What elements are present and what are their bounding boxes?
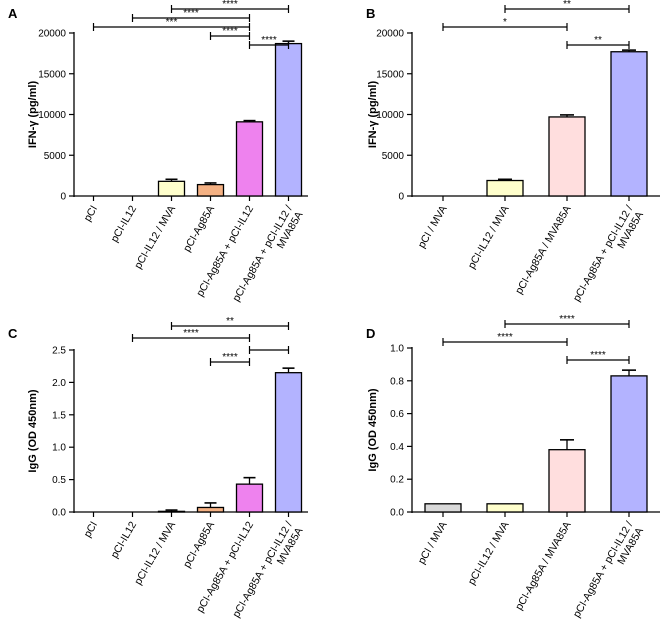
x-category-label: pCI-IL12 / MVA [466, 204, 512, 271]
bar [196, 183, 225, 197]
y-tick-label: 0 [60, 192, 66, 203]
y-tick-label: 1.0 [52, 443, 66, 454]
y-tick-label: 1.0 [390, 344, 404, 355]
significance-label: **** [222, 0, 238, 10]
bar [610, 375, 648, 513]
x-category-label-line: pCI / MVA [416, 520, 450, 567]
x-category-label-line: pCI-Ag85A [181, 204, 217, 254]
bar [235, 121, 264, 197]
y-tick-label: 0.0 [390, 508, 404, 519]
panel-a: A 0 5000 10000 15000 20000 IFN-γ (pg/ml) pCI pCI… [8, 0, 308, 304]
y-tick-label: 10000 [38, 110, 66, 121]
significance-label: **** [261, 35, 277, 46]
y-tick-label: 20000 [376, 29, 404, 40]
x-category-label-line: pCI-Ag85A + pCI-IL12 / [571, 519, 636, 619]
bar [157, 180, 186, 197]
y-tick-label: 0.5 [52, 475, 66, 486]
y-axis-title: IFN-γ (pg/ml) [27, 81, 39, 149]
panel-letter: C [8, 326, 18, 341]
y-tick-label: 1.5 [52, 410, 66, 421]
panel-d: D 0.0 0.2 0.4 0.6 0.8 1.0 IgG (OD 450nm) pCI / M… [366, 314, 660, 625]
significance-label: **** [222, 352, 238, 363]
panel-letter: D [366, 326, 375, 341]
x-category-label: pCI / MVA [416, 204, 450, 251]
bar [235, 483, 264, 513]
significance-label: **** [183, 328, 199, 339]
x-category-label-line: pCI [82, 520, 101, 540]
significance-label: **** [222, 26, 238, 37]
x-category-label: pCI-Ag85A [181, 520, 217, 570]
y-tick-label: 20000 [38, 29, 66, 40]
x-category-label-line: pCI-Ag85A + pCI-IL12 / [571, 203, 636, 303]
y-tick-label: 10000 [376, 110, 404, 121]
x-category-label-line: pCI-IL12 / MVA [132, 520, 178, 587]
x-category-label: pCI-Ag85A + pCI-IL12 /MVA85A [571, 519, 646, 625]
x-category-label-line: pCI-IL12 / MVA [132, 204, 178, 271]
bar [486, 503, 524, 513]
y-axis-title: IFN-γ (pg/ml) [367, 81, 379, 149]
x-category-label: pCI-IL12 / MVA [132, 204, 178, 271]
y-axis-title: IgG (OD 450nm) [27, 389, 39, 472]
y-tick-label: 2.0 [52, 378, 66, 389]
significance-label: *** [166, 17, 178, 28]
x-category-label-line: pCI / MVA [416, 204, 450, 251]
bar [274, 42, 303, 197]
y-axis-title: IgG (OD 450nm) [367, 388, 379, 471]
x-category-label-line: pCI-IL12 / MVA [466, 520, 512, 587]
bar [424, 503, 462, 513]
y-tick-label: 5000 [44, 151, 67, 162]
x-category-label: pCI-Ag85A + pCI-IL12 /MVA85A [571, 203, 646, 309]
panel-letter: A [8, 6, 18, 21]
x-category-label: pCI [82, 204, 101, 224]
panel-letter: B [366, 6, 375, 21]
x-category-label: pCI-IL12 [109, 519, 140, 560]
y-tick-label: 0.6 [390, 409, 404, 420]
x-category-label-line: pCI-IL12 / MVA [466, 204, 512, 271]
panel-c: C 0.0 0.5 1.0 1.5 2.0 2.5 IgG (OD 450nm) pCI pCI-… [8, 316, 308, 620]
y-tick-label: 2.5 [52, 346, 66, 357]
y-tick-label: 15000 [38, 69, 66, 80]
significance-label: **** [590, 350, 606, 361]
bar [548, 116, 586, 197]
significance-label: ** [226, 316, 234, 327]
significance-label: ** [594, 35, 602, 46]
x-category-label: pCI / MVA [416, 520, 450, 567]
bar [548, 449, 586, 513]
y-tick-label: 15000 [376, 69, 404, 80]
bar [486, 179, 524, 197]
x-category-label-line: pCI-IL12 [109, 519, 140, 560]
y-tick-label: 0.8 [390, 376, 404, 387]
significance-label: **** [559, 314, 575, 325]
y-tick-label: 0.2 [390, 475, 404, 486]
bar [157, 510, 186, 513]
x-category-label: pCI-IL12 / MVA [466, 520, 512, 587]
significance-label: **** [183, 8, 199, 19]
bar [196, 506, 225, 513]
x-category-label: pCI-IL12 / MVA [132, 520, 178, 587]
x-category-label-line: pCI-Ag85A [181, 520, 217, 570]
x-category-label: pCI-Ag85A / MVA85A [513, 204, 573, 297]
panel-b: B 0 5000 10000 15000 20000 IFN-γ (pg/ml) pCI / … [366, 0, 660, 309]
y-tick-label: 0 [398, 192, 404, 203]
x-category-label: pCI [82, 520, 101, 540]
significance-label: **** [497, 332, 513, 343]
x-category-label: pCI-IL12 [109, 203, 140, 244]
y-tick-label: 0.4 [390, 442, 404, 453]
x-category-label: pCI-Ag85A [181, 204, 217, 254]
bar [610, 51, 648, 197]
y-tick-label: 0.0 [52, 508, 66, 519]
significance-label: ** [563, 0, 571, 10]
x-category-label-line: pCI-Ag85A / MVA85A [513, 204, 573, 297]
bar [274, 372, 303, 513]
x-category-label-line: pCI [82, 204, 101, 224]
x-category-label: pCI-Ag85A / MVA85A [513, 520, 573, 613]
x-category-label-line: pCI-Ag85A / MVA85A [513, 520, 573, 613]
significance-label: * [503, 17, 507, 28]
y-tick-label: 5000 [382, 151, 405, 162]
x-category-label-line: pCI-IL12 [109, 203, 140, 244]
